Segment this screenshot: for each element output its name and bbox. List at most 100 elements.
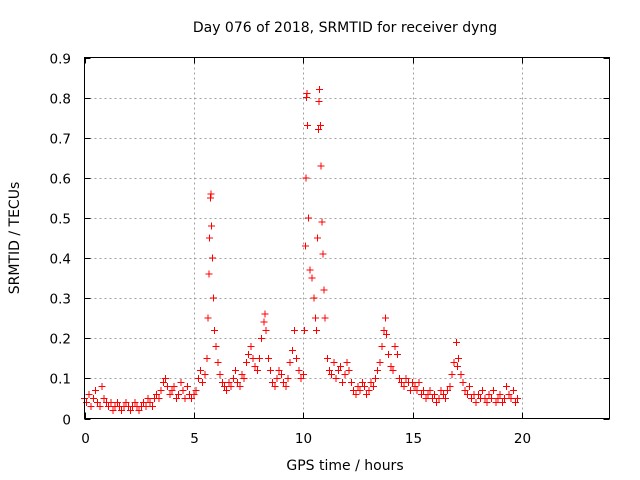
data-point: [260, 318, 268, 326]
data-point: [275, 366, 283, 374]
data-point: [204, 314, 212, 322]
data-point: [466, 382, 473, 390]
data-point: [316, 86, 324, 94]
data-point: [389, 366, 397, 374]
data-point: [422, 394, 430, 402]
data-point: [336, 362, 344, 370]
y-tick-label: 0.6: [50, 172, 71, 188]
data-point: [409, 378, 417, 386]
data-point: [206, 234, 214, 242]
data-point: [299, 370, 307, 378]
data-point: [511, 398, 519, 406]
data-point: [492, 398, 500, 406]
y-axis-label: SRMTID / TECUs: [7, 182, 23, 295]
data-point: [291, 326, 298, 334]
data-point: [453, 362, 461, 370]
data-point: [261, 310, 269, 318]
data-point: [356, 386, 364, 394]
data-point: [374, 366, 382, 374]
data-point: [339, 378, 347, 386]
data-point: [468, 394, 476, 402]
data-point: [413, 386, 421, 394]
data-point: [483, 398, 491, 406]
data-point: [238, 370, 246, 378]
data-point: [94, 398, 102, 406]
data-point: [433, 398, 441, 406]
plot-frame: [84, 57, 610, 419]
data-point: [206, 194, 214, 202]
data-point: [396, 374, 403, 382]
data-point: [494, 394, 502, 402]
data-point: [207, 190, 215, 198]
data-point: [282, 382, 290, 390]
data-point: [159, 378, 167, 386]
data-point: [402, 374, 410, 382]
data-point: [341, 370, 349, 378]
data-point: [367, 378, 375, 386]
data-point: [310, 294, 318, 302]
y-tick-label: 0: [62, 413, 71, 429]
data-point: [439, 390, 447, 398]
data-point: [177, 378, 185, 386]
data-point: [105, 402, 113, 410]
data-point: [142, 402, 150, 410]
data-point: [225, 378, 233, 386]
data-point: [148, 402, 156, 410]
data-point: [334, 366, 342, 374]
data-point: [196, 366, 204, 374]
x-tick-label: 5: [190, 431, 199, 447]
data-point: [406, 386, 414, 394]
data-point: [446, 382, 454, 390]
data-point: [135, 406, 143, 414]
data-point: [365, 386, 373, 394]
axis-ticks: [84, 57, 610, 420]
y-tick-label: 0.7: [50, 132, 71, 148]
data-point: [393, 350, 401, 358]
data-point: [302, 174, 310, 182]
data-point: [345, 366, 353, 374]
data-point: [181, 394, 189, 402]
data-point: [485, 390, 493, 398]
data-point: [441, 394, 449, 402]
data-point: [363, 390, 371, 398]
data-point: [100, 394, 108, 402]
data-point: [131, 398, 139, 406]
data-point: [98, 382, 106, 390]
data-point: [192, 386, 200, 394]
data-point: [223, 386, 231, 394]
data-point: [463, 390, 471, 398]
data-point: [183, 382, 191, 390]
data-point: [269, 378, 277, 386]
data-point: [208, 254, 216, 262]
data-point: [381, 314, 389, 322]
data-point: [118, 406, 126, 414]
data-point: [332, 374, 340, 382]
data-point: [435, 394, 443, 402]
data-point: [472, 398, 480, 406]
data-point: [91, 386, 99, 394]
x-tick-label: 20: [514, 431, 531, 447]
data-point: [448, 370, 456, 378]
data-point: [498, 398, 506, 406]
data-point: [216, 370, 224, 378]
data-point: [153, 390, 161, 398]
data-point: [194, 374, 202, 382]
data-point: [503, 382, 511, 390]
data-point: [211, 326, 219, 334]
data-point: [247, 342, 255, 350]
data-point: [343, 358, 351, 366]
data-point: [415, 378, 423, 386]
data-point: [236, 382, 244, 390]
data-point: [411, 382, 419, 390]
data-point: [320, 286, 328, 294]
data-point: [452, 338, 460, 346]
data-point: [330, 358, 338, 366]
data-point: [172, 394, 180, 402]
data-point: [212, 342, 220, 350]
data-point: [474, 390, 482, 398]
data-point: [317, 162, 325, 170]
data-point: [203, 354, 211, 362]
data-point: [318, 218, 326, 226]
data-point: [262, 326, 270, 334]
